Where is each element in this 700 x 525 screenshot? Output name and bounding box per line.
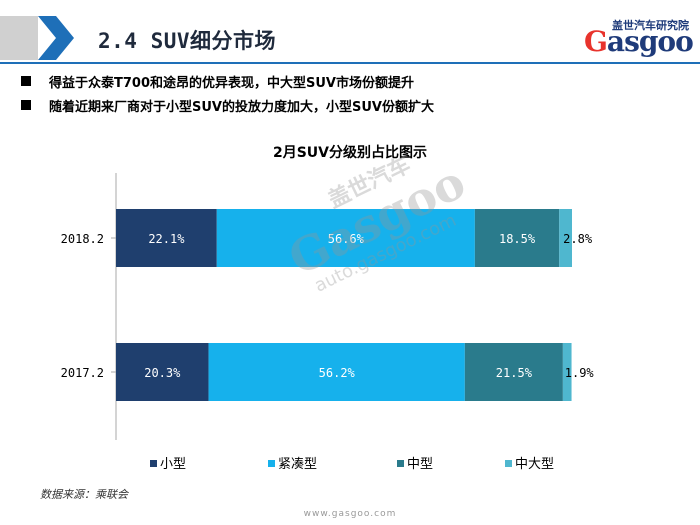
bullet-square-icon [21,76,31,86]
header-divider [0,62,700,64]
logo-chinese-text: 盖世汽车研究院 [612,19,689,32]
bar-segment [216,209,475,267]
data-source-note: 数据来源：乘联会 [40,488,128,501]
legend-swatch [150,460,157,467]
data-label: 1.9% [565,366,595,380]
header-accent-block [0,16,38,60]
bar-segment [464,343,563,401]
bullet-square-icon [21,100,31,110]
legend-swatch [505,460,512,467]
header-chevron-icon [38,16,74,60]
bullet-text: 得益于众泰T700和途昂的优异表现，中大型SUV市场份额提升 [49,75,414,91]
data-label: 56.6% [328,232,365,246]
bullet-list: 得益于众泰T700和途昂的优异表现，中大型SUV市场份额提升 随着近期来厂商对于… [18,69,434,117]
bar-segment [474,209,560,267]
bar-segment [559,209,572,267]
bar-segment [208,343,465,401]
header: 2.4 SUV细分市场 盖世汽车研究院 Gasgoo [0,0,700,68]
data-label: 18.5% [499,232,536,246]
bar-segment [116,343,209,401]
data-label: 20.3% [144,366,181,380]
legend-swatch [268,460,275,467]
category-label: 2018.2 [61,232,104,246]
page-title: 2.4 SUV细分市场 [98,29,277,53]
data-label: 2.8% [563,232,593,246]
legend-swatch [397,460,404,467]
chart-title: 2月SUV分级别占比图示 [272,145,428,161]
data-label: 56.2% [319,366,356,380]
gasgoo-logo: 盖世汽车研究院 Gasgoo [584,17,694,59]
logo-wordmark: Gasgoo [584,25,694,58]
legend-label: 中型 [407,457,433,472]
bullet-text: 随着近期来厂商对于小型SUV的投放力度加大，小型SUV份额扩大 [49,99,434,115]
bullet-item: 得益于众泰T700和途昂的优异表现，中大型SUV市场份额提升 [18,69,434,93]
data-label: 21.5% [496,366,533,380]
bar-segment [562,343,572,401]
data-label: 22.1% [148,232,185,246]
legend-label: 中大型 [515,457,554,472]
bar-segment [116,209,217,267]
category-label: 2017.2 [61,366,104,380]
legend-label: 紧凑型 [278,457,317,472]
legend-label: 小型 [160,457,186,472]
footer-url: www.gasgoo.com [303,509,397,519]
bullet-item: 随着近期来厂商对于小型SUV的投放力度加大，小型SUV份额扩大 [18,93,434,117]
